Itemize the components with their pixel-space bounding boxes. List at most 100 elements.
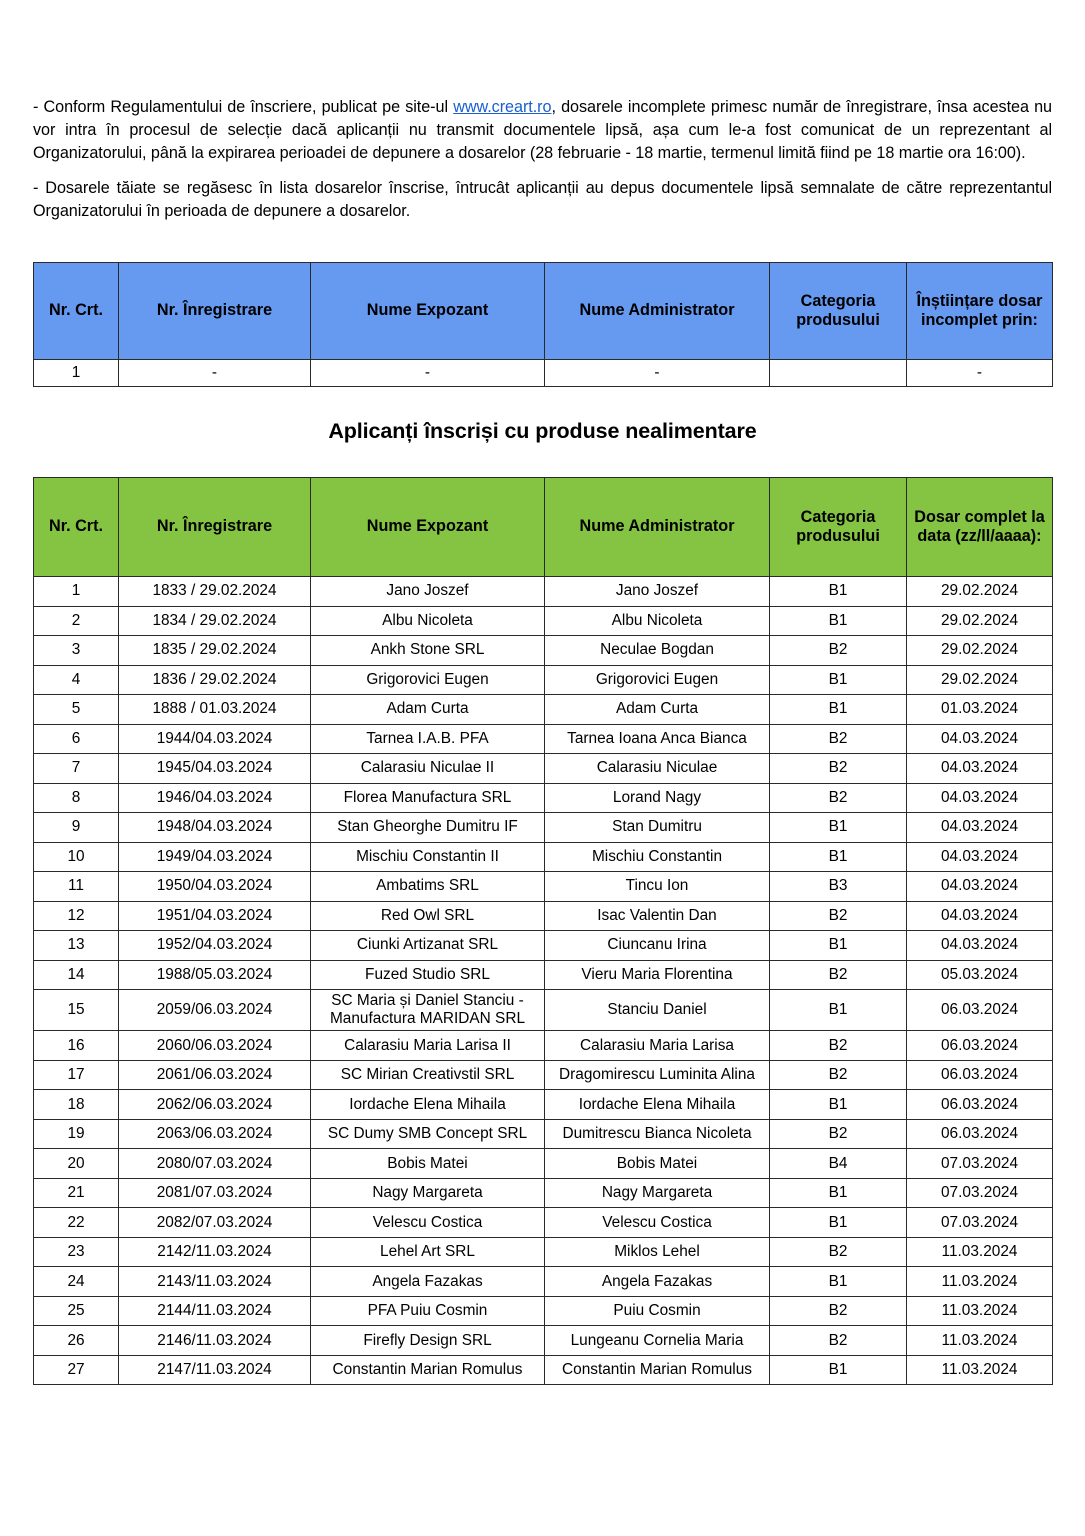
cell-categoria-produsului: B1 (769, 1354, 907, 1386)
cell-nr-crt: 17 (33, 1059, 119, 1091)
cell-nr-crt: 10 (33, 841, 119, 872)
cell-nume-administrator: Lorand Nagy (544, 782, 770, 813)
table-row: 8 1946/04.03.2024 Florea Manufactura SRL Lo… (33, 782, 1053, 813)
table-row: 13 1952/04.03.2024 Ciunki Artizanat SRL Ciu… (33, 930, 1053, 961)
cell-nr-inregistrare: 1888 / 01.03.2024 (118, 694, 311, 725)
table-incomplete-body: 1---- (33, 359, 1053, 387)
cell-nr-crt: 4 (33, 664, 119, 695)
cell-nume-administrator: Velescu Costica (544, 1207, 770, 1238)
cell-nr-inregistrare: 2063/06.03.2024 (118, 1118, 311, 1150)
cell-data: 04.03.2024 (906, 841, 1053, 872)
cell-nume-administrator: Lungeanu Cornelia Maria (544, 1325, 770, 1356)
cell-categoria-produsului: B2 (769, 959, 907, 990)
cell-nume-administrator: Angela Fazakas (544, 1266, 770, 1297)
cell-nume-expozant: Stan Gheorghe Dumitru IF (310, 812, 545, 843)
table-row: 15 2059/06.03.2024 SC Maria și Daniel Stan… (33, 988, 1053, 1032)
cell-nume-administrator: Mischiu Constantin (544, 841, 770, 872)
cell-nr-inregistrare: 2080/07.03.2024 (118, 1148, 311, 1179)
header-categoria-produsului: Categoria produsului (769, 262, 907, 360)
header-nr-inregistrare: Nr. Înregistrare (118, 262, 311, 360)
cell-categoria-produsului: B1 (769, 694, 907, 725)
cell-nume-administrator: Tarnea Ioana Anca Bianca (544, 723, 770, 754)
header-nr-inregistrare: Nr. Înregistrare (118, 477, 311, 577)
cell-nr-crt: 24 (33, 1266, 119, 1297)
cell-nume-administrator: Iordache Elena Mihaila (544, 1089, 770, 1120)
cell-nume-expozant: Mischiu Constantin II (310, 841, 545, 872)
cell-data: 07.03.2024 (906, 1207, 1053, 1238)
table-row: 17 2061/06.03.2024 SC Mirian Creativstil S… (33, 1059, 1053, 1091)
cell-nume-administrator: Miklos Lehel (544, 1236, 770, 1268)
cell-nr-crt: 11 (33, 871, 119, 902)
cell-data: 04.03.2024 (906, 753, 1053, 784)
cell-data: 04.03.2024 (906, 871, 1053, 902)
cell-nr-crt: 2 (33, 605, 119, 636)
table-row: 23 2142/11.03.2024 Lehel Art SRL Miklos Leh… (33, 1236, 1053, 1268)
cell-nume-expozant: Ambatims SRL (310, 871, 545, 902)
table-nonfood-header: Nr. Crt. Nr. Înregistrare Nume Expozant … (33, 477, 1053, 577)
cell-nume-expozant: Calarasiu Maria Larisa II (310, 1030, 545, 1061)
cell-nr-inregistrare: 1835 / 29.02.2024 (118, 635, 311, 666)
cell-categoria-produsului: B1 (769, 1089, 907, 1120)
cell-data: 11.03.2024 (906, 1325, 1053, 1356)
header-nr-crt: Nr. Crt. (33, 477, 119, 577)
cell-nr-inregistrare: 1948/04.03.2024 (118, 812, 311, 843)
cell-nume-administrator: Dragomirescu Luminita Alina (544, 1059, 770, 1091)
cell-nume-expozant: Velescu Costica (310, 1207, 545, 1238)
cell-nr-inregistrare: 1988/05.03.2024 (118, 959, 311, 990)
cell-nume-expozant: Ankh Stone SRL (310, 635, 545, 666)
table-row: 3 1835 / 29.02.2024 Ankh Stone SRL Neculae … (33, 635, 1053, 666)
table-row: 21 2081/07.03.2024 Nagy Margareta Nagy Marg… (33, 1177, 1053, 1209)
table-nonfood-body: 1 1833 / 29.02.2024 Jano Joszef Jano Joszef… (33, 576, 1053, 1386)
cell-categoria-produsului: B2 (769, 1118, 907, 1150)
cell-nr-crt: 12 (33, 900, 119, 931)
cell-data: 06.03.2024 (906, 1118, 1053, 1150)
table-row: 10 1949/04.03.2024 Mischiu Constantin II Mi… (33, 841, 1053, 872)
cell-nume-administrator: - (544, 359, 770, 387)
cell-nume-administrator: Dumitrescu Bianca Nicoleta (544, 1118, 770, 1150)
cell-nr-crt: 7 (33, 753, 119, 784)
cell-nr-crt: 19 (33, 1118, 119, 1150)
cell-data: 06.03.2024 (906, 1089, 1053, 1120)
cell-nr-inregistrare: 1834 / 29.02.2024 (118, 605, 311, 636)
cell-nume-administrator: Stanciu Daniel (544, 988, 770, 1032)
creart-website-link[interactable]: www.creart.ro (453, 98, 552, 116)
cell-data: 11.03.2024 (906, 1295, 1053, 1327)
cell-data: 06.03.2024 (906, 1030, 1053, 1061)
cell-nr-inregistrare: 1949/04.03.2024 (118, 841, 311, 872)
cell-nr-inregistrare: 1944/04.03.2024 (118, 723, 311, 754)
cell-data: 29.02.2024 (906, 664, 1053, 695)
cell-nume-expozant: Angela Fazakas (310, 1266, 545, 1297)
table-row: 1 1833 / 29.02.2024 Jano Joszef Jano Joszef… (33, 576, 1053, 607)
table-row: 26 2146/11.03.2024 Firefly Design SRL Lunge… (33, 1325, 1053, 1356)
cell-nume-expozant: Ciunki Artizanat SRL (310, 930, 545, 961)
cell-nr-inregistrare: 2062/06.03.2024 (118, 1089, 311, 1120)
cell-nr-inregistrare: 2060/06.03.2024 (118, 1030, 311, 1061)
header-nume-administrator: Nume Administrator (544, 477, 770, 577)
cell-categoria-produsului: B2 (769, 900, 907, 931)
cell-data: 11.03.2024 (906, 1236, 1053, 1268)
header-nume-expozant: Nume Expozant (310, 262, 545, 360)
cell-categoria-produsului: B1 (769, 1207, 907, 1238)
cell-nr-inregistrare: 1952/04.03.2024 (118, 930, 311, 961)
cell-categoria-produsului: B4 (769, 1148, 907, 1179)
cell-nr-inregistrare: 1950/04.03.2024 (118, 871, 311, 902)
table-nonfood-applicants: Nr. Crt. Nr. Înregistrare Nume Expozant … (33, 477, 1053, 1386)
cell-data: 29.02.2024 (906, 635, 1053, 666)
cell-categoria-produsului: B1 (769, 664, 907, 695)
table-row: 12 1951/04.03.2024 Red Owl SRL Isac Valenti… (33, 900, 1053, 931)
table-row: 22 2082/07.03.2024 Velescu Costica Velescu … (33, 1207, 1053, 1238)
header-dosar-complet-la-data: Dosar complet la data (zz/ll/aaaa): (906, 477, 1053, 577)
cell-nume-expozant: Red Owl SRL (310, 900, 545, 931)
table-row: 25 2144/11.03.2024 PFA Puiu Cosmin Puiu Cos… (33, 1295, 1053, 1327)
cell-nume-administrator: Stan Dumitru (544, 812, 770, 843)
cell-nume-expozant: Firefly Design SRL (310, 1325, 545, 1356)
header-instiintare-dosar-incomplet: Înștiințare dosar incomplet prin: (906, 262, 1053, 360)
cell-nr-crt: 27 (33, 1354, 119, 1386)
cell-categoria-produsului: B2 (769, 635, 907, 666)
cell-nume-expozant: Lehel Art SRL (310, 1236, 545, 1268)
section-title-nonfood: Aplicanți înscriși cu produse nealimenta… (328, 419, 757, 443)
table-header-row: Nr. Crt. Nr. Înregistrare Nume Expozant … (33, 477, 1053, 577)
cell-data: 29.02.2024 (906, 605, 1053, 636)
cell-data: 06.03.2024 (906, 1059, 1053, 1091)
cell-categoria-produsului: B1 (769, 930, 907, 961)
